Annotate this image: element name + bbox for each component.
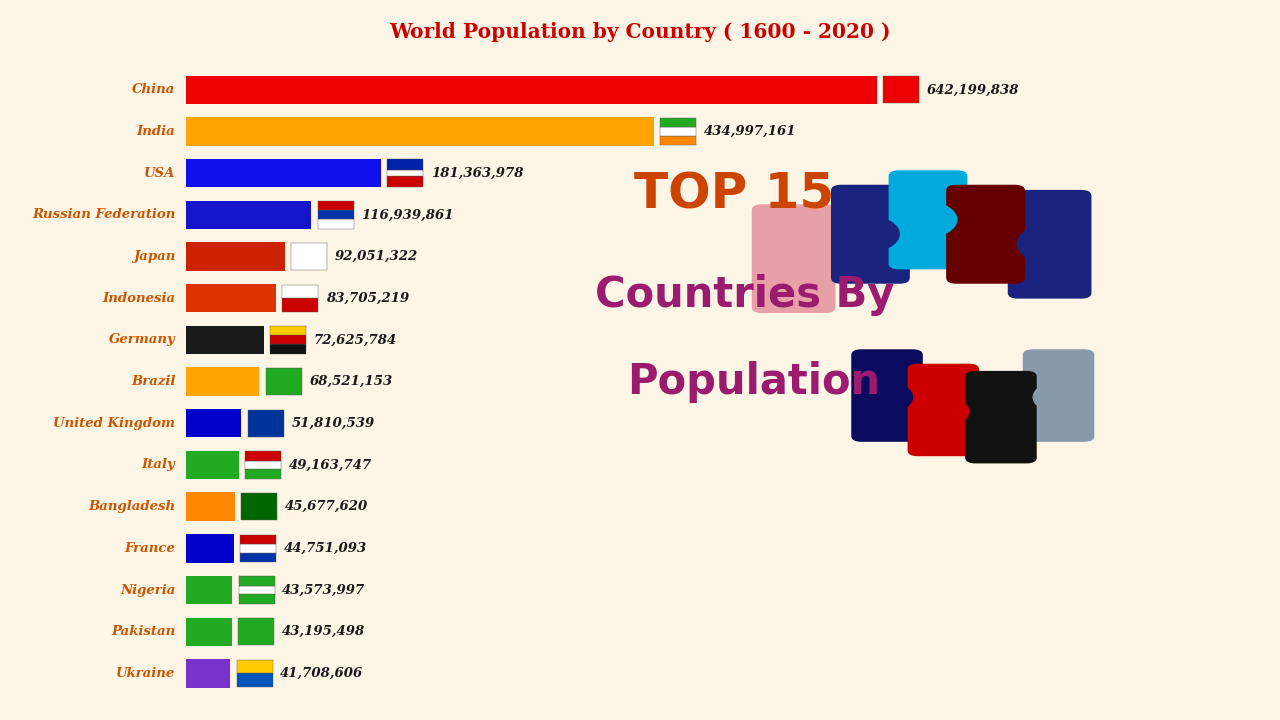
- FancyBboxPatch shape: [282, 284, 317, 298]
- Ellipse shape: [957, 217, 1015, 251]
- FancyBboxPatch shape: [270, 344, 306, 354]
- FancyBboxPatch shape: [241, 535, 276, 544]
- FancyBboxPatch shape: [1023, 349, 1094, 442]
- Text: 83,705,219: 83,705,219: [325, 292, 408, 305]
- Text: 434,997,161: 434,997,161: [704, 125, 796, 138]
- FancyBboxPatch shape: [237, 660, 273, 673]
- Text: 72,625,784: 72,625,784: [314, 333, 397, 346]
- Bar: [186, 409, 242, 438]
- FancyBboxPatch shape: [241, 544, 276, 553]
- FancyBboxPatch shape: [965, 371, 1037, 464]
- FancyBboxPatch shape: [831, 185, 910, 284]
- Text: 116,939,861: 116,939,861: [361, 208, 454, 221]
- Text: Russian Federation: Russian Federation: [32, 208, 175, 221]
- Bar: [186, 367, 260, 396]
- Text: Bangladesh: Bangladesh: [88, 500, 175, 513]
- Bar: [186, 534, 234, 562]
- Ellipse shape: [842, 217, 900, 251]
- Bar: [186, 201, 311, 229]
- FancyBboxPatch shape: [239, 585, 275, 595]
- FancyBboxPatch shape: [946, 185, 1025, 284]
- FancyBboxPatch shape: [388, 171, 424, 176]
- Bar: [186, 451, 238, 479]
- Text: Indonesia: Indonesia: [102, 292, 175, 305]
- FancyBboxPatch shape: [239, 576, 275, 585]
- FancyBboxPatch shape: [317, 210, 353, 220]
- FancyBboxPatch shape: [248, 410, 284, 437]
- Text: India: India: [137, 125, 175, 138]
- Text: TOP 15: TOP 15: [634, 171, 833, 218]
- FancyBboxPatch shape: [660, 136, 696, 145]
- Text: Brazil: Brazil: [131, 375, 175, 388]
- Ellipse shape: [762, 239, 826, 277]
- Text: USA: USA: [143, 166, 175, 180]
- Text: United Kingdom: United Kingdom: [54, 417, 175, 430]
- FancyBboxPatch shape: [270, 336, 306, 344]
- FancyBboxPatch shape: [660, 118, 696, 127]
- Ellipse shape: [861, 382, 913, 412]
- FancyBboxPatch shape: [388, 176, 424, 187]
- Text: Countries By: Countries By: [595, 274, 895, 316]
- Text: 68,521,153: 68,521,153: [310, 375, 393, 388]
- Text: 41,708,606: 41,708,606: [280, 667, 364, 680]
- FancyBboxPatch shape: [908, 364, 979, 456]
- FancyBboxPatch shape: [244, 461, 280, 469]
- FancyBboxPatch shape: [266, 368, 302, 395]
- FancyBboxPatch shape: [851, 349, 923, 442]
- Text: Pakistan: Pakistan: [111, 625, 175, 638]
- FancyBboxPatch shape: [388, 160, 424, 171]
- Bar: [186, 618, 232, 646]
- FancyBboxPatch shape: [883, 76, 919, 104]
- Bar: [186, 76, 877, 104]
- Text: World Population by Country ( 1600 - 2020 ): World Population by Country ( 1600 - 202…: [389, 22, 891, 42]
- FancyBboxPatch shape: [660, 127, 696, 136]
- Ellipse shape: [975, 404, 1027, 433]
- Ellipse shape: [918, 397, 969, 426]
- Text: France: France: [124, 542, 175, 555]
- Text: 44,751,093: 44,751,093: [284, 542, 367, 555]
- FancyBboxPatch shape: [241, 553, 276, 562]
- Text: Ukraine: Ukraine: [116, 667, 175, 680]
- FancyBboxPatch shape: [751, 204, 836, 313]
- Text: 45,677,620: 45,677,620: [284, 500, 367, 513]
- Text: 642,199,838: 642,199,838: [927, 84, 1019, 96]
- Text: Italy: Italy: [142, 459, 175, 472]
- Text: 181,363,978: 181,363,978: [431, 166, 524, 180]
- FancyBboxPatch shape: [241, 493, 276, 521]
- FancyBboxPatch shape: [888, 171, 968, 269]
- Ellipse shape: [1033, 382, 1084, 412]
- FancyBboxPatch shape: [270, 326, 306, 336]
- Bar: [186, 325, 264, 354]
- FancyBboxPatch shape: [239, 595, 275, 603]
- Bar: [186, 243, 284, 271]
- Text: 43,573,997: 43,573,997: [283, 583, 366, 597]
- Text: Nigeria: Nigeria: [120, 583, 175, 597]
- Bar: [186, 576, 233, 604]
- Ellipse shape: [900, 202, 957, 237]
- Bar: [186, 117, 654, 145]
- Text: Population: Population: [627, 361, 881, 402]
- FancyBboxPatch shape: [244, 469, 280, 479]
- Text: 51,810,539: 51,810,539: [292, 417, 375, 430]
- Text: Japan: Japan: [133, 250, 175, 263]
- Text: Germany: Germany: [109, 333, 175, 346]
- Text: 49,163,747: 49,163,747: [288, 459, 371, 472]
- Text: 92,051,322: 92,051,322: [334, 250, 417, 263]
- Text: 43,195,498: 43,195,498: [282, 625, 365, 638]
- FancyBboxPatch shape: [317, 201, 353, 210]
- Bar: [186, 159, 381, 187]
- Bar: [186, 284, 275, 312]
- FancyBboxPatch shape: [282, 298, 317, 312]
- Text: China: China: [132, 84, 175, 96]
- FancyBboxPatch shape: [291, 243, 326, 270]
- Bar: [186, 660, 230, 688]
- FancyBboxPatch shape: [244, 451, 280, 461]
- Ellipse shape: [1018, 225, 1082, 263]
- Bar: [186, 492, 234, 521]
- FancyBboxPatch shape: [237, 673, 273, 687]
- FancyBboxPatch shape: [317, 220, 353, 228]
- FancyBboxPatch shape: [238, 618, 274, 645]
- FancyBboxPatch shape: [1007, 190, 1092, 299]
